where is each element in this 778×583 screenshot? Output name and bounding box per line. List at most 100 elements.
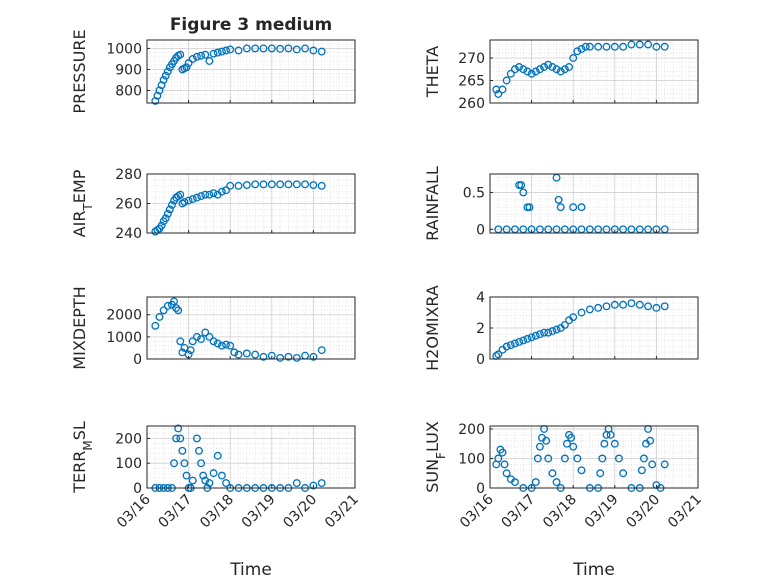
data-point <box>180 198 189 206</box>
data-point <box>610 42 619 51</box>
data-point <box>660 460 669 469</box>
data-point <box>317 181 326 190</box>
y-tick-label: 0 <box>133 481 142 497</box>
data-point <box>213 451 222 460</box>
x-tick-label: 03/21 <box>322 492 362 532</box>
data-point <box>569 442 578 451</box>
data-point <box>163 301 172 310</box>
data-point <box>317 346 326 355</box>
data-point <box>242 349 251 358</box>
data-point <box>276 180 285 189</box>
data-point <box>581 42 590 51</box>
y-tick-label: 0.5 <box>463 185 485 201</box>
y-axis-label: AIRTEMP <box>70 169 95 237</box>
data-point <box>234 181 243 190</box>
y-tick-label: 200 <box>458 422 485 438</box>
data-point <box>652 42 661 51</box>
data-point <box>251 44 260 53</box>
data-point <box>205 57 214 65</box>
data-point <box>517 181 526 190</box>
data-point <box>161 214 170 223</box>
data-point <box>527 69 536 78</box>
subplot-theta: 260 265 270 THETA <box>423 39 699 112</box>
axes-frame <box>146 39 356 104</box>
data-point <box>157 221 166 230</box>
data-point <box>309 181 318 190</box>
data-point <box>494 454 503 463</box>
data-point <box>515 63 524 71</box>
y-axis-label: THETA <box>423 46 442 98</box>
data-point <box>648 460 657 469</box>
x-tick-label: 03/20 <box>280 492 320 532</box>
data-point <box>502 76 511 85</box>
data-point <box>226 341 235 350</box>
data-point <box>209 469 218 478</box>
y-tick-label: 200 <box>115 431 142 447</box>
y-axis-label: H2OMIXRA <box>423 285 442 371</box>
data-point <box>519 188 528 197</box>
data-point <box>639 454 648 463</box>
data-point <box>188 195 197 204</box>
data-point <box>577 308 586 317</box>
data-point <box>660 302 669 311</box>
data-point <box>188 54 197 63</box>
data-point <box>317 47 326 56</box>
y-tick-label: 4 <box>476 290 485 306</box>
data-point <box>197 192 206 201</box>
data-point <box>205 332 214 341</box>
data-point <box>577 203 586 212</box>
data-point <box>560 320 569 329</box>
x-tick-label: 03/18 <box>540 492 580 532</box>
data-point <box>527 333 536 342</box>
data-point <box>234 350 243 359</box>
data-point <box>284 44 293 53</box>
data-point <box>182 471 191 480</box>
y-axis-label: TERRMSL <box>70 421 95 494</box>
data-point <box>182 63 191 72</box>
data-point <box>627 299 636 308</box>
y-tick-label: 100 <box>115 456 142 472</box>
data-point <box>535 65 544 74</box>
data-point <box>556 67 565 76</box>
x-tick-label: 03/20 <box>623 492 663 532</box>
data-point <box>531 478 540 487</box>
data-point <box>533 454 542 463</box>
subplot-sun_flux: 0 100 200 03/16 03/17 03/18 03/19 03/20 03/21 SUN… <box>423 421 705 531</box>
data-point <box>192 434 201 443</box>
data-point <box>172 304 181 313</box>
data-point <box>627 40 636 49</box>
y-axis-label: PRESSURE <box>70 29 89 113</box>
data-point <box>159 75 168 84</box>
data-point <box>569 313 578 322</box>
data-point <box>209 189 218 198</box>
data-point <box>563 439 571 448</box>
data-point <box>519 65 528 74</box>
data-point <box>523 67 532 76</box>
x-tick-label: 03/16 <box>114 491 154 531</box>
data-point <box>644 302 653 311</box>
data-point <box>309 46 318 55</box>
data-point <box>267 44 276 53</box>
y-tick-label: 1000 <box>106 330 142 346</box>
data-point <box>598 454 607 463</box>
data-point <box>615 454 623 463</box>
axes-frame <box>489 39 699 104</box>
data-point <box>284 352 293 361</box>
data-point <box>155 312 164 321</box>
y-tick-label: 800 <box>115 83 142 99</box>
data-point <box>502 469 511 478</box>
data-point <box>573 47 582 56</box>
data-point <box>292 45 301 54</box>
data-point <box>301 44 310 53</box>
data-point <box>610 300 619 309</box>
data-point <box>577 466 586 475</box>
data-point <box>301 180 310 189</box>
data-point <box>552 65 561 74</box>
data-point <box>511 478 519 487</box>
data-point <box>259 44 268 53</box>
data-point <box>259 180 268 189</box>
data-point <box>552 325 561 334</box>
data-point <box>637 466 646 475</box>
data-point <box>172 434 181 443</box>
